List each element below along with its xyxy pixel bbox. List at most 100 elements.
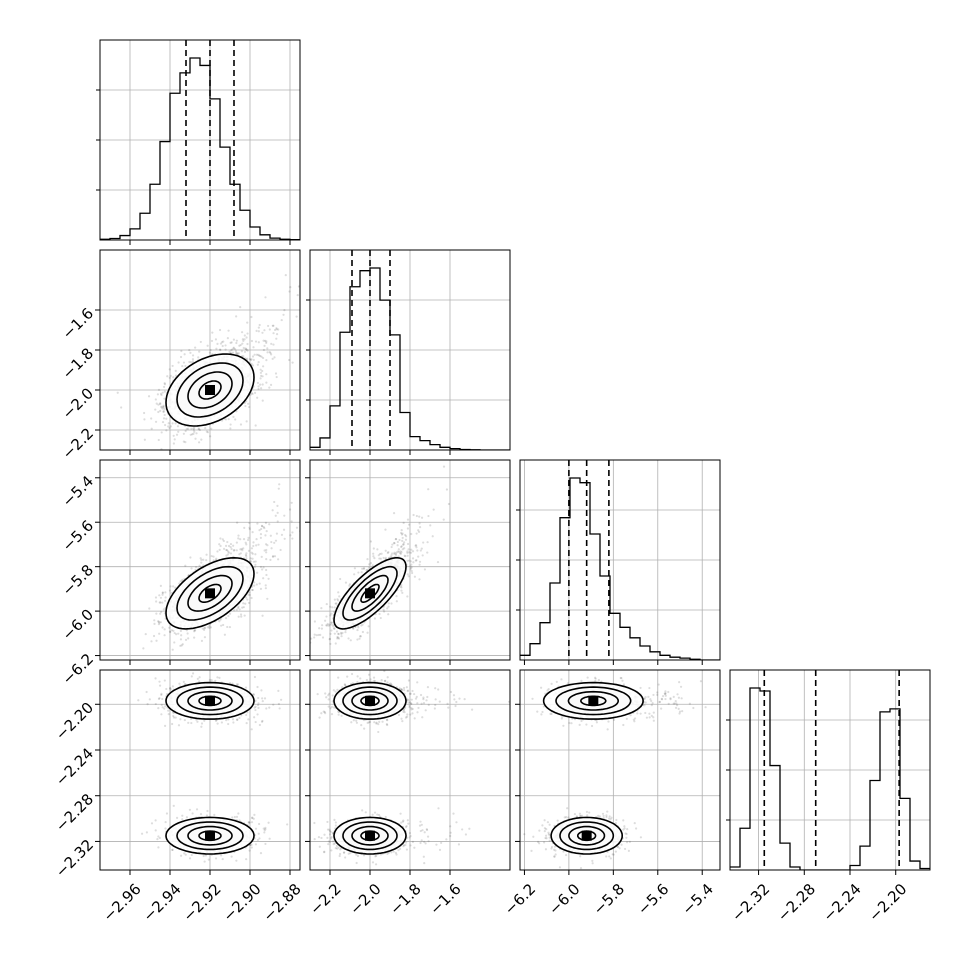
scatter-point xyxy=(368,563,371,566)
scatter-point xyxy=(378,612,381,616)
scatter-point xyxy=(221,538,224,541)
scatter-point xyxy=(251,557,254,560)
scatter-point xyxy=(360,571,363,574)
scatter-point xyxy=(198,350,201,353)
scatter-point xyxy=(172,629,175,632)
scatter-point xyxy=(376,548,379,551)
scatter-point xyxy=(168,589,172,592)
scatter-point xyxy=(275,375,278,379)
scatter-point xyxy=(344,581,348,584)
panel-frame xyxy=(99,459,301,661)
scatter-point xyxy=(246,598,249,601)
scatter-point xyxy=(241,549,244,552)
scatter-point xyxy=(208,626,211,630)
scatter-point xyxy=(256,571,259,574)
scatter-point xyxy=(436,560,440,564)
scatter-point xyxy=(271,509,274,512)
scatter-point xyxy=(191,360,195,363)
scatter-point xyxy=(194,437,197,440)
scatter-point xyxy=(242,602,245,605)
scatter-point xyxy=(173,641,176,644)
scatter-point xyxy=(328,638,331,641)
scatter-point xyxy=(162,385,166,389)
scatter-point xyxy=(193,430,196,433)
scatter-point xyxy=(264,521,268,524)
scatter-point xyxy=(271,357,274,360)
scatter-point xyxy=(318,627,321,630)
scatter-point xyxy=(229,552,233,555)
scatter-point xyxy=(394,553,398,557)
scatter-point xyxy=(398,538,401,542)
scatter-point xyxy=(224,344,227,347)
scatter-point xyxy=(280,533,284,536)
scatter-point xyxy=(418,578,421,581)
scatter-point xyxy=(197,427,200,430)
scatter-point xyxy=(188,360,191,364)
scatter-point xyxy=(179,644,182,647)
scatter-point xyxy=(392,511,396,515)
scatter-point xyxy=(277,487,280,490)
scatter-point xyxy=(167,422,170,425)
scatter-point xyxy=(245,557,248,560)
scatter-point xyxy=(161,601,164,604)
scatter-point xyxy=(393,551,396,554)
scatter-point xyxy=(301,338,303,340)
scatter-point xyxy=(280,318,283,322)
scatter-point xyxy=(180,634,183,637)
scatter-point xyxy=(219,618,222,621)
scatter-point xyxy=(359,635,362,638)
scatter-point xyxy=(341,631,344,635)
scatter-point xyxy=(301,316,303,318)
scatter-point xyxy=(254,424,257,427)
scatter-point xyxy=(396,544,399,547)
scatter-point xyxy=(411,571,414,575)
scatter-point xyxy=(273,555,277,558)
scatter-point xyxy=(382,610,386,613)
scatter-point xyxy=(373,557,376,560)
scatter-point xyxy=(175,633,178,636)
scatter-point xyxy=(199,340,202,344)
scatter-point xyxy=(150,640,153,643)
scatter-point xyxy=(276,511,279,514)
scatter-point xyxy=(400,583,403,587)
scatter-point xyxy=(390,602,393,605)
scatter-point xyxy=(252,541,255,544)
scatter-point xyxy=(403,554,406,557)
scatter-point xyxy=(185,427,188,431)
scatter-point xyxy=(255,538,258,541)
scatter-point xyxy=(276,520,279,523)
histogram-line xyxy=(310,267,510,450)
contour-level-2 xyxy=(176,362,244,418)
scatter-point xyxy=(238,344,241,347)
scatter-point xyxy=(163,383,167,386)
scatter-point xyxy=(367,625,370,628)
scatter-point xyxy=(238,553,241,556)
scatter-point xyxy=(165,687,168,691)
contour-level-3 xyxy=(165,353,255,427)
scatter-point xyxy=(163,634,166,637)
scatter-point xyxy=(261,375,264,378)
scatter-point xyxy=(182,440,185,443)
scatter-point xyxy=(215,347,218,350)
scatter-point xyxy=(263,344,266,347)
scatter-point xyxy=(194,565,198,569)
scatter-point xyxy=(254,563,257,566)
scatter-point xyxy=(259,368,262,371)
scatter-point xyxy=(157,620,160,623)
scatter-point xyxy=(257,543,260,546)
scatter-panel-3-0: −2.96−2.94−2.92−2.90−2.88−2.32−2.28−2.24… xyxy=(52,669,305,925)
contours xyxy=(165,556,255,630)
scatter-point xyxy=(404,533,407,537)
scatter-point xyxy=(226,553,229,556)
scatter-point xyxy=(227,418,230,421)
scatter-point xyxy=(426,541,429,544)
scatter-point xyxy=(174,374,178,377)
scatter-point xyxy=(336,637,339,640)
scatter-point xyxy=(243,350,247,354)
scatter-point xyxy=(274,539,278,542)
scatter-point xyxy=(159,596,163,599)
scatter-point xyxy=(242,346,245,350)
scatter-point xyxy=(202,558,205,561)
scatter-point xyxy=(337,632,340,636)
scatter-point xyxy=(245,554,248,558)
